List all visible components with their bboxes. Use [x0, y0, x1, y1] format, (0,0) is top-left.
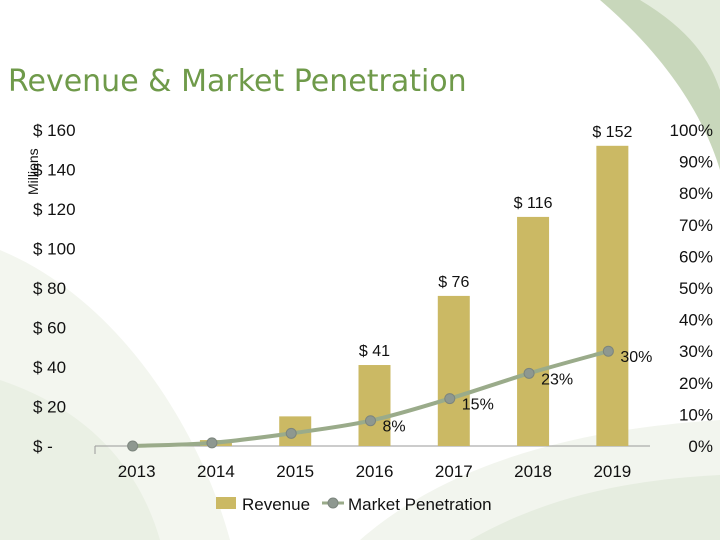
penetration-point	[365, 415, 376, 427]
x-tick-label: 2016	[356, 462, 394, 481]
data-labels: $ 41 $ 76 $ 116 $ 152 8% 15% 23% 30%	[359, 124, 652, 436]
y2-tick-label: 60%	[679, 247, 713, 266]
revenue-bar	[596, 145, 629, 447]
y2-tick-label: 70%	[679, 216, 713, 235]
x-tick-label: 2017	[435, 462, 473, 481]
y2-tick-label: 50%	[679, 279, 713, 298]
y2-tick-label: 100%	[670, 121, 713, 140]
y-tick-label: $ 40	[33, 358, 66, 377]
x-tick-label: 2015	[276, 462, 314, 481]
penetration-point	[444, 393, 456, 405]
revenue-data-label: $ 116	[514, 195, 553, 212]
y-tick-label: $ 140	[33, 161, 76, 180]
legend-penetration-marker	[327, 497, 339, 509]
x-axis-ticks: 2013 2014 2015 2016 2017 2018 2019	[118, 462, 632, 481]
x-tick-label: 2013	[118, 462, 156, 481]
penetration-point	[285, 427, 297, 439]
revenue-data-label: $ 76	[438, 274, 469, 291]
x-tick-label: 2019	[593, 462, 631, 481]
y2-tick-label: 20%	[679, 374, 713, 393]
legend-penetration-label: Market Penetration	[348, 495, 492, 514]
y-tick-label: $ 20	[33, 398, 66, 417]
penetration-point	[523, 367, 535, 379]
y2-tick-label: 40%	[679, 311, 713, 330]
penetration-data-label: 23%	[541, 371, 573, 388]
y-tick-label: $ 80	[33, 279, 66, 298]
legend: Revenue Market Penetration	[216, 495, 492, 514]
y2-tick-label: 0%	[688, 437, 713, 456]
revenue-bar	[437, 295, 470, 446]
revenue-data-label: $ 41	[359, 343, 390, 360]
y2-tick-label: 80%	[679, 184, 713, 203]
revenue-data-label: $ 152	[592, 124, 632, 141]
y2-tick-label: 30%	[679, 342, 713, 361]
penetration-point	[127, 440, 139, 452]
penetration-line	[127, 345, 614, 452]
y-axis-ticks: $ - $ 20 $ 40 $ 60 $ 80 $ 100 $ 120 $ 140 $ 160	[33, 121, 76, 456]
y-tick-label: $ 100	[33, 240, 76, 259]
penetration-point	[206, 437, 218, 449]
y2-axis-ticks: 0% 10% 20% 30% 40% 50% 60% 70% 80% 90% 100%	[670, 121, 713, 456]
x-tick-label: 2018	[514, 462, 552, 481]
y-tick-label: $ -	[33, 437, 53, 456]
y-tick-label: $ 60	[33, 319, 66, 338]
y2-tick-label: 10%	[679, 405, 713, 424]
revenue-bar	[358, 365, 391, 446]
penetration-data-label: 8%	[383, 419, 406, 436]
y-tick-label: $ 120	[33, 200, 76, 219]
chart-title: Revenue & Market Penetration	[8, 64, 467, 99]
revenue-bars	[199, 145, 629, 447]
legend-revenue-swatch	[216, 497, 236, 509]
y2-tick-label: 90%	[679, 153, 713, 172]
penetration-data-label: 15%	[462, 397, 494, 414]
penetration-data-label: 30%	[620, 349, 652, 366]
x-tick-label: 2014	[197, 462, 235, 481]
revenue-bar	[517, 216, 550, 446]
legend-revenue-label: Revenue	[242, 495, 310, 514]
penetration-point	[602, 345, 614, 357]
y-tick-label: $ 160	[33, 121, 76, 140]
y-axis-label: Millions	[25, 148, 41, 195]
